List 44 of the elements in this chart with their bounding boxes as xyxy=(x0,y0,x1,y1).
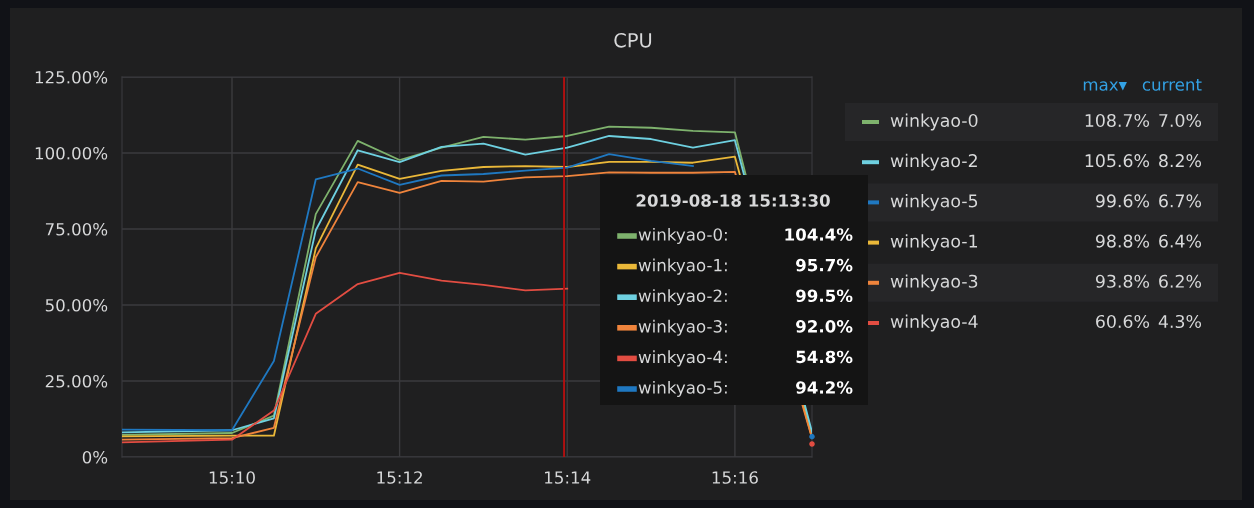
text: 105.6% xyxy=(1085,154,1150,168)
y-tick-label: 75.00% xyxy=(45,222,108,236)
text: 4.3% xyxy=(1158,314,1202,329)
annotation: winkyao-4: xyxy=(638,350,727,367)
x-tick-label: 15:10 xyxy=(209,471,255,484)
text: 6.7% xyxy=(1159,194,1202,208)
annotation: 99.5% xyxy=(796,289,853,303)
y-tick-label: 25.00% xyxy=(45,374,108,388)
text: 60.6% xyxy=(1096,314,1150,329)
annotation: 104.4% xyxy=(785,228,853,241)
legend-label: winkyao-2 xyxy=(890,153,977,171)
annotation: winkyao-0: xyxy=(638,227,727,245)
legend-label: winkyao-3 xyxy=(890,274,978,292)
y-tick-label: 100.00% xyxy=(35,146,108,160)
chart-title: CPU xyxy=(614,32,652,48)
text: 6.4% xyxy=(1159,234,1202,248)
annotation: 2019-08-18 15:13:30 xyxy=(636,194,830,207)
annotation: winkyao-2: xyxy=(638,289,727,306)
text: 93.8% xyxy=(1095,274,1150,288)
legend-label: winkyao-0 xyxy=(890,113,978,131)
text: 7.0% xyxy=(1159,113,1202,128)
text: 8.2% xyxy=(1159,154,1202,168)
y-tick-label: 125.00% xyxy=(35,70,108,84)
text: 98.8% xyxy=(1095,234,1150,248)
text: 108.7% xyxy=(1085,113,1150,128)
y-tick-label: 0% xyxy=(82,450,108,464)
text: 6.2% xyxy=(1159,274,1202,288)
text: current xyxy=(1142,78,1202,91)
y-tick-label: 50.00% xyxy=(45,298,108,312)
annotation: 92.0% xyxy=(796,320,853,333)
x-tick-label: 15:12 xyxy=(377,471,422,484)
annotation: 54.8% xyxy=(796,350,853,364)
legend-label: winkyao-5 xyxy=(890,194,978,211)
legend-label: winkyao-1 xyxy=(890,234,978,251)
annotation: winkyao-5: xyxy=(638,380,727,398)
text: max▾ xyxy=(1083,81,1127,91)
annotation: 94.2% xyxy=(796,381,853,394)
annotation: 95.7% xyxy=(796,258,853,272)
x-tick-label: 15:14 xyxy=(545,471,591,484)
text: 99.6% xyxy=(1095,194,1150,208)
x-tick-label: 15:16 xyxy=(712,471,758,484)
legend-label: winkyao-4 xyxy=(890,314,978,332)
annotation: winkyao-1: xyxy=(638,258,727,275)
annotation: winkyao-3: xyxy=(638,319,727,336)
